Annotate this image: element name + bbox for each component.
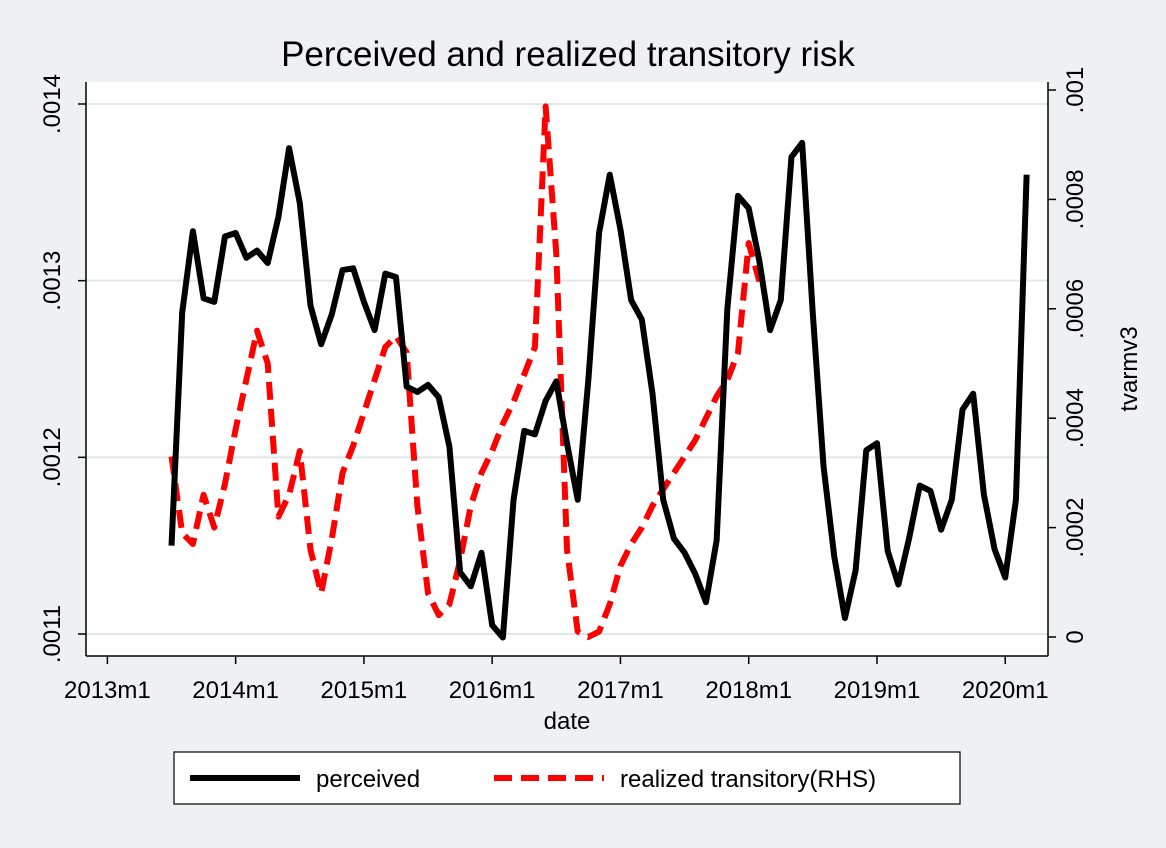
legend: perceived realized transitory(RHS): [173, 751, 961, 805]
legend-box: [173, 751, 961, 805]
right-tick-label: .0008: [1062, 169, 1089, 229]
x-axis-label: date: [544, 708, 591, 735]
series-layer: [168, 103, 1030, 641]
right-tick-label: .001: [1062, 67, 1089, 114]
legend-label-realized: realized transitory(RHS): [620, 766, 876, 793]
right-axis-label: tvarmv3: [1116, 326, 1143, 411]
chart-title: Perceived and realized transitory risk: [281, 35, 855, 74]
x-tick-label: 2020m1: [962, 677, 1049, 704]
x-tick-label: 2018m1: [705, 677, 792, 704]
left-tick-label: .0014: [39, 74, 66, 134]
gridlines: [86, 103, 1048, 635]
right-tick-label: 0: [1062, 630, 1089, 643]
x-tick-label: 2016m1: [449, 677, 536, 704]
left-tick-label: .0013: [39, 251, 66, 311]
left-tick-label: .0011: [39, 605, 66, 663]
x-tick-label: 2019m1: [834, 677, 921, 704]
x-tick-label: 2015m1: [321, 677, 408, 704]
series-line-perceived: [168, 139, 1030, 641]
right-tick-label: .0002: [1062, 498, 1089, 558]
left-tick-label: .0012: [39, 427, 66, 487]
x-tick-label: 2013m1: [64, 677, 151, 704]
right-tick-label: .0006: [1062, 279, 1089, 339]
x-tick-label: 2017m1: [577, 677, 664, 704]
right-tick-label: .0004: [1062, 388, 1089, 448]
x-axis-ticks: 2013m1 2014m1 2015m1 2016m1 2017m1 2018m1 2019…: [64, 656, 1049, 704]
left-axis-ticks: .0011 .0012 .0013 .0014: [39, 74, 86, 663]
legend-label-perceived: perceived: [316, 766, 420, 793]
right-axis-ticks: 0 .0002 .0004 .0006 .0008 .001: [1048, 67, 1089, 644]
x-tick-label: 2014m1: [192, 677, 279, 704]
